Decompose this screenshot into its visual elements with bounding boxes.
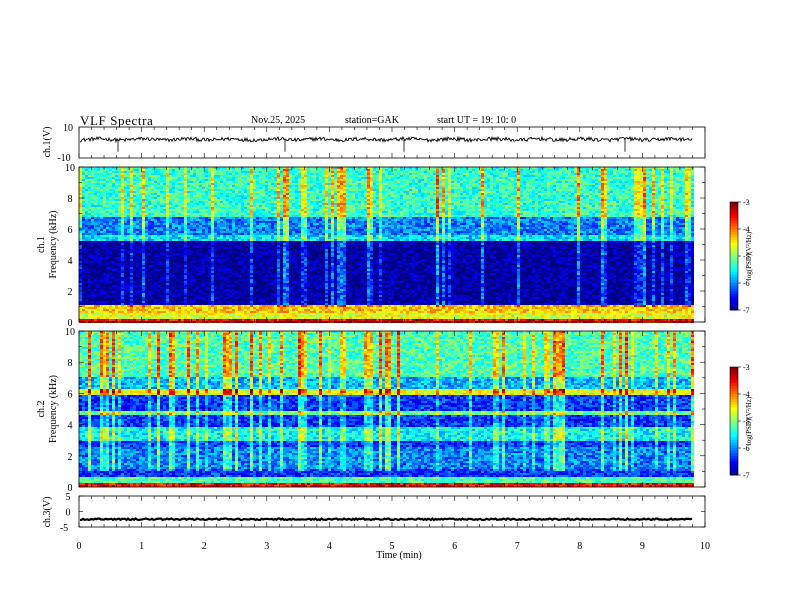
- ch1-spectrogram-panel: 0 2 4 6 8 10 ch.1 Frequency (kHz): [36, 163, 706, 329]
- ch2-spec-ytick-label: 0: [68, 483, 73, 494]
- ch1-spec-colorbar-tick: -7: [743, 306, 750, 315]
- x-tick-label: 5: [390, 541, 395, 552]
- ch3-ytick-label: 5: [66, 492, 71, 503]
- ch2-spec-colorbar-tick: -6: [743, 444, 750, 453]
- x-tick-label: 2: [202, 541, 207, 552]
- ch2-spec-ylabel-freq: Frequency (kHz): [48, 375, 59, 443]
- ch2-spec-ylabel: ch.2: [36, 401, 47, 418]
- ch2-spec-ytick-label: 4: [68, 421, 73, 432]
- x-axis-label: Time (min): [376, 550, 421, 561]
- time-axis: 0 1 2 3 4 5 6 7 8 9 10 Time (min): [77, 541, 711, 561]
- start-time-label: start UT = 19: 10: 0: [437, 115, 516, 126]
- ch1-spec-colorbar-tick: -6: [743, 279, 750, 288]
- x-tick-label: 3: [264, 541, 269, 552]
- ch1-spec-ylabel: ch.1: [36, 236, 47, 253]
- ch2-spec-colorbar-label: log(PSD)(V²/Hz): [745, 396, 753, 445]
- ch1-trace: [79, 135, 693, 144]
- ch1-spec-colorbar-label: log(PSD)(V²/Hz): [745, 231, 753, 280]
- x-tick-label: 0: [77, 541, 82, 552]
- x-tick-label: 9: [640, 541, 645, 552]
- ch3-ytick-label: 0: [66, 508, 71, 519]
- ch2-spec-ytick-label: 6: [68, 389, 73, 400]
- ch2-spec-colorbar-tick: -3: [743, 363, 750, 372]
- x-tick-label: 7: [515, 541, 520, 552]
- ch1-spec-cells: [79, 167, 694, 323]
- ch2-spec-colorbar-tick: -4: [743, 390, 750, 399]
- ch1-spec-ytick-label: 4: [68, 256, 73, 267]
- ch3-trace: [79, 517, 693, 522]
- ch1-spec-colorbar-tick: -5: [743, 252, 750, 261]
- ch1-spec-ytick-label: 6: [68, 225, 73, 236]
- ch2-spec-colorbar-tick: -5: [743, 417, 750, 426]
- ch3-ylabel: ch.3(V): [42, 497, 53, 528]
- ch1-spec-colorbar-tick: -4: [743, 225, 750, 234]
- ch2-spec-cells: [79, 331, 694, 487]
- ch2-spec-colorbar-tick: -7: [743, 471, 750, 480]
- ch1-ytick-label: 10: [63, 123, 73, 134]
- ch1-spec-ytick-label: 8: [68, 194, 73, 205]
- x-tick-label: 6: [452, 541, 457, 552]
- station-label: station=GAK: [345, 115, 399, 126]
- ch1-spec-colorbar-tick: -3: [743, 198, 750, 207]
- ch2-spectrogram-panel: 0 2 4 6 8 10 ch.2 Frequency (kHz): [36, 327, 706, 494]
- ch1-ylabel: ch.1(V): [42, 127, 53, 158]
- ch1-spec-ytick-label: 2: [68, 287, 73, 298]
- ch1-spec-ylabel-freq: Frequency (kHz): [48, 210, 59, 278]
- ch3-waveform-panel: 5 0 -5 ch.3(V): [42, 492, 706, 534]
- ch1-spec-ytick-label: 10: [65, 163, 75, 174]
- ch1-spec-ytick-label: 0: [68, 318, 73, 329]
- date-label: Nov.25, 2025: [251, 115, 305, 126]
- ch2-spec-ytick-label: 2: [68, 452, 73, 463]
- colorbars: -3 -4 -5 -6 -7 log(PSD)(V²/Hz) -3 -4 -5 -6 -7 log(P…: [729, 198, 753, 480]
- x-tick-label: 8: [577, 541, 582, 552]
- ch2-spec-ytick-label: 8: [68, 358, 73, 369]
- ch1-ytick-label: -10: [57, 153, 70, 164]
- x-tick-label: 1: [139, 541, 144, 552]
- x-tick-label: 10: [700, 541, 710, 552]
- x-tick-label: 4: [327, 541, 332, 552]
- ch1-waveform-panel: 10 -10 ch.1(V): [42, 123, 706, 164]
- chart-title: VLF Spectra: [80, 113, 153, 129]
- ch2-spec-ytick-label: 10: [65, 327, 75, 338]
- ch3-ytick-label: -5: [60, 523, 68, 534]
